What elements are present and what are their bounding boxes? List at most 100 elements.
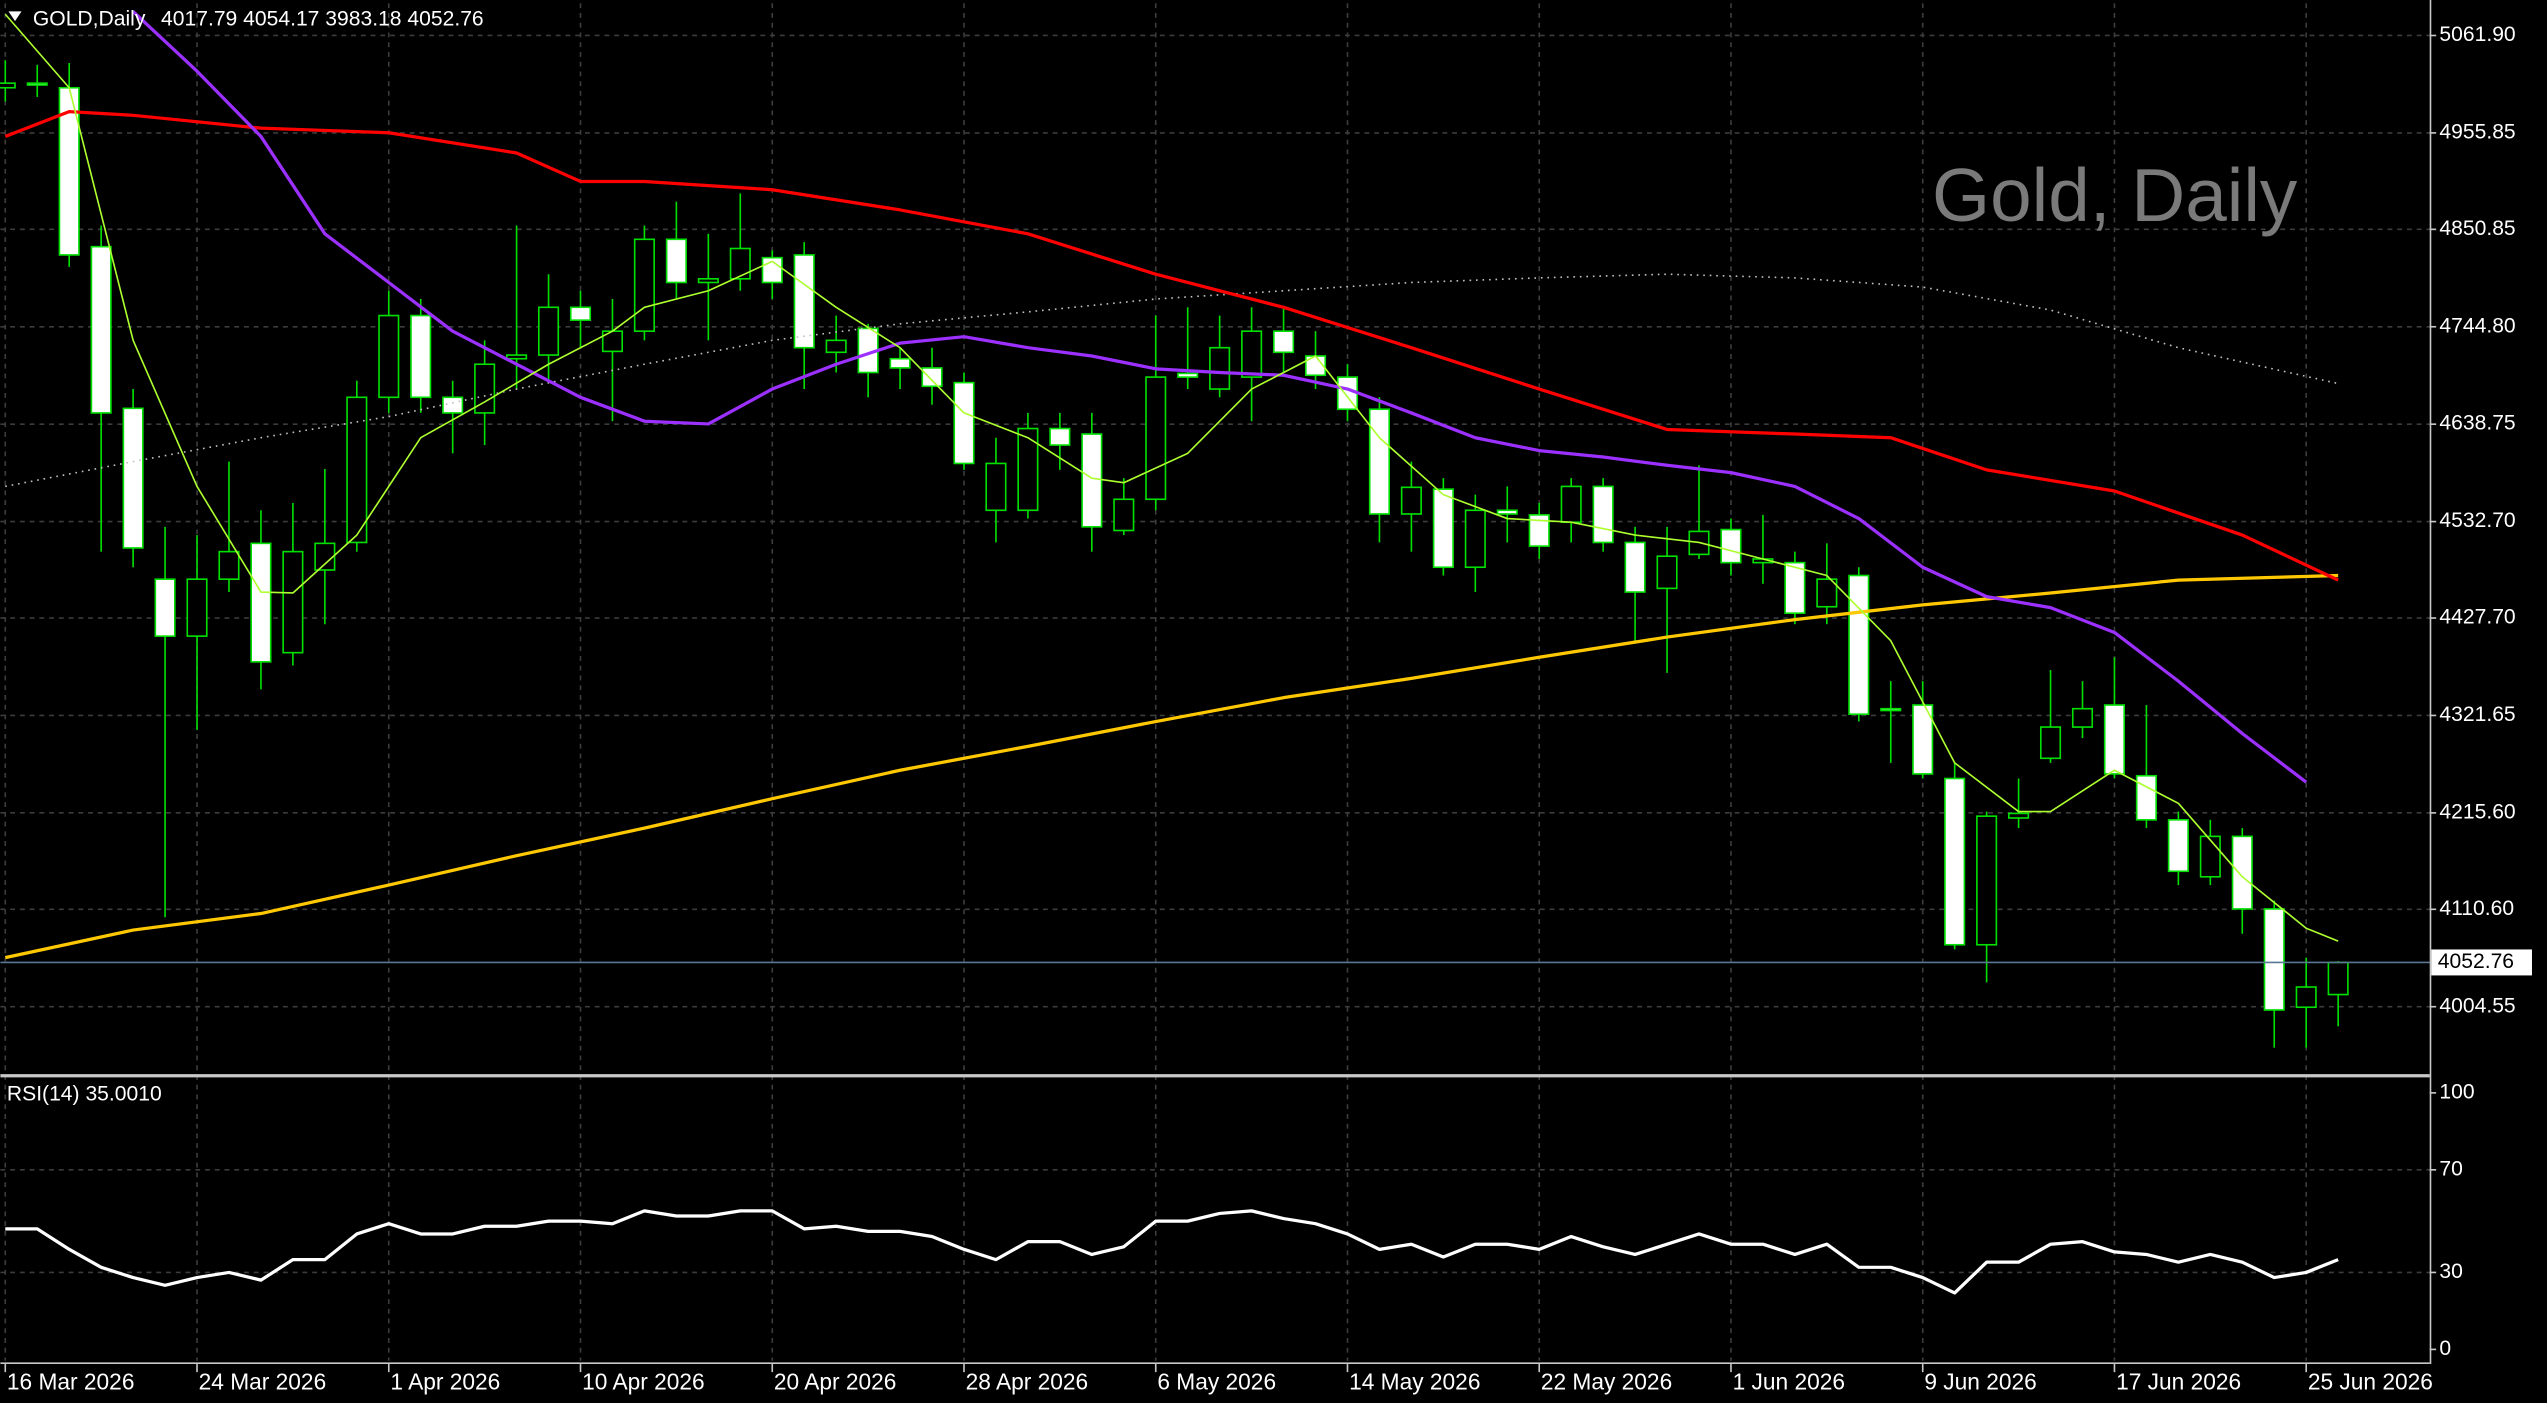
close-value: 4052.76 xyxy=(407,7,483,30)
candle-body xyxy=(1081,433,1103,528)
candle-body xyxy=(282,550,304,654)
candle-body xyxy=(1273,330,1295,354)
rsi-current: 35.0010 xyxy=(85,1082,161,1105)
candle-body xyxy=(442,396,464,414)
y-tick-label: 4638.75 xyxy=(2439,412,2515,435)
candle-body xyxy=(729,247,751,280)
x-tick-label: 28 Apr 2026 xyxy=(966,1369,1089,1395)
candle-body xyxy=(1944,777,1966,946)
rsi-name: RSI(14) xyxy=(7,1082,80,1105)
candle-body xyxy=(90,245,112,414)
x-tick-label: 1 Apr 2026 xyxy=(390,1369,500,1395)
candle-body xyxy=(1400,486,1422,515)
candle-body xyxy=(250,542,272,663)
candle-body xyxy=(633,238,655,332)
candle-body xyxy=(122,407,144,549)
candle-body xyxy=(1177,372,1199,378)
low-value: 3983.18 xyxy=(325,7,401,30)
candle-body xyxy=(1848,574,1870,716)
y-tick-label: 4744.80 xyxy=(2439,314,2515,337)
y-tick-label: 4321.65 xyxy=(2439,703,2515,726)
candle-body xyxy=(1496,509,1518,515)
y-tick-label: 4850.85 xyxy=(2439,217,2515,240)
candle-body xyxy=(793,254,815,349)
candle-body xyxy=(1209,346,1231,390)
candle-body xyxy=(2327,961,2349,996)
watermark: Gold, Daily xyxy=(1932,153,2298,237)
x-tick-label: 14 May 2026 xyxy=(1349,1369,1480,1395)
y-tick-label: 0 xyxy=(2439,1337,2451,1360)
y-tick-label: 70 xyxy=(2439,1157,2462,1180)
high-value: 4054.17 xyxy=(243,7,319,30)
y-tick-label: 4427.70 xyxy=(2439,606,2515,629)
y-tick-label: 4955.85 xyxy=(2439,120,2515,143)
candle-body xyxy=(953,381,975,465)
candle-body xyxy=(1880,707,1902,712)
candle-body xyxy=(346,396,368,544)
candle-body xyxy=(378,314,400,399)
candle-body xyxy=(218,550,240,580)
candle-body xyxy=(1113,498,1135,532)
candle-body xyxy=(2263,908,2285,1011)
current-price-box xyxy=(2431,949,2532,976)
header: GOLD,Daily 4017.79 4054.17 3983.18 4052.… xyxy=(33,7,484,30)
candle-body xyxy=(1912,704,1934,775)
candle-body xyxy=(1624,541,1646,593)
candle-body xyxy=(665,238,687,284)
moving-average-line xyxy=(5,273,2339,488)
candle-body xyxy=(1816,578,1838,608)
rsi-line xyxy=(5,1209,2339,1295)
candle-body xyxy=(1049,427,1071,446)
candle-body xyxy=(1656,555,1678,590)
candle-body xyxy=(1528,514,1550,547)
x-tick-label: 24 Mar 2026 xyxy=(199,1369,327,1395)
candle-body xyxy=(569,306,592,321)
x-tick-label: 22 May 2026 xyxy=(1541,1369,1672,1395)
candle-body xyxy=(2295,986,2317,1009)
candle-body xyxy=(825,339,847,354)
candle-body xyxy=(26,82,48,86)
y-tick-label: 4215.60 xyxy=(2439,800,2515,823)
candle-body xyxy=(474,363,496,414)
moving-average-line xyxy=(4,110,2339,582)
candle-body xyxy=(889,357,911,369)
x-tick-label: 17 Jun 2026 xyxy=(2116,1369,2241,1395)
candle-body xyxy=(2103,704,2126,775)
candle-body xyxy=(1017,427,1039,512)
candle-body xyxy=(697,278,719,284)
candle-body xyxy=(186,578,208,637)
moving-average-line xyxy=(131,10,2308,784)
candle-body xyxy=(506,354,528,360)
candle-body xyxy=(2135,774,2157,821)
candle-body xyxy=(2039,726,2062,760)
current-price-label: 4052.76 xyxy=(2438,950,2514,973)
y-tick-label: 5061.90 xyxy=(2439,23,2515,46)
moving-average-line xyxy=(4,573,2339,960)
x-tick-label: 1 Jun 2026 xyxy=(1733,1369,1845,1395)
candle-body xyxy=(2231,835,2253,910)
symbol-label: GOLD,Daily xyxy=(33,7,146,30)
candle-body xyxy=(1464,509,1486,569)
grid xyxy=(0,3,2430,1361)
x-tick-label: 6 May 2026 xyxy=(1157,1369,1276,1395)
candle-body xyxy=(2008,812,2030,819)
candle-body xyxy=(154,578,176,637)
x-tick-label: 25 Jun 2026 xyxy=(2308,1369,2433,1395)
y-tick-label: 4532.70 xyxy=(2439,509,2515,532)
x-tick-label: 9 Jun 2026 xyxy=(1924,1369,2036,1395)
candle-body xyxy=(0,82,16,89)
candle-body xyxy=(1432,488,1454,569)
x-tick-label: 16 Mar 2026 xyxy=(7,1369,135,1395)
candle-body xyxy=(1592,485,1614,544)
plot xyxy=(0,10,2430,1295)
candle-body xyxy=(2071,707,2094,728)
candle-body xyxy=(1720,528,1742,564)
open-value: 4017.79 xyxy=(161,7,237,30)
candle-body xyxy=(1560,485,1582,524)
candle-body xyxy=(921,367,943,388)
y-tick-label: 4110.60 xyxy=(2439,897,2514,920)
x-tick-label: 10 Apr 2026 xyxy=(582,1369,705,1395)
y-tick-label: 30 xyxy=(2439,1260,2462,1283)
